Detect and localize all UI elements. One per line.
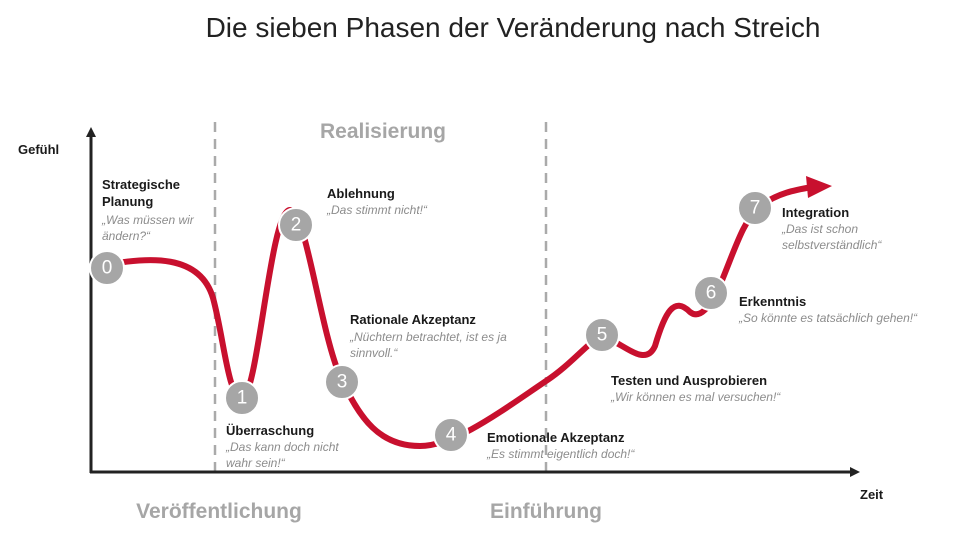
section-label: Einführung (490, 500, 602, 523)
title: Die sieben Phasen der Veränderung nach S… (205, 12, 821, 43)
section-label: Realisierung (319, 120, 447, 143)
phase-name: Rationale Akzeptanz (350, 312, 476, 327)
phase-number: 3 (337, 372, 348, 393)
phase-quote: „Nüchtern betrachtet, ist es ja sinnvoll… (350, 330, 507, 360)
phase-number: 7 (750, 198, 761, 219)
phase-quote: „Wir können es mal versuchen!“ (611, 390, 781, 404)
section-label: Veröffentlichung (136, 500, 302, 523)
x-axis-label: Zeit (860, 487, 884, 502)
phase-name: Überraschung (226, 423, 315, 438)
phase-name: Strategische Planung (102, 177, 181, 209)
phase-quote: „Das kann doch nicht wahr sein!“ (226, 440, 339, 470)
phase-name: Ablehnung (327, 186, 395, 201)
phase-marker: 0 (89, 250, 125, 286)
curve-arrowhead (806, 176, 832, 198)
phase-number: 2 (291, 215, 302, 236)
phase-number: 0 (102, 258, 113, 279)
phase-name: Emotionale Akzeptanz (487, 430, 625, 445)
phase-name: Erkenntnis (739, 294, 807, 309)
phase-marker: 6 (693, 275, 729, 311)
phase-quote: „Es stimmt eigentlich doch!“ (487, 447, 635, 461)
phase-marker: 7 (737, 190, 773, 226)
phase-quote: „Das ist schon selbstverständlich“ (782, 222, 882, 252)
phase-quote: „Was müssen wir ändern?“ (102, 213, 194, 243)
phase-marker: 5 (584, 317, 620, 353)
phase-quote: „Das stimmt nicht!“ (327, 203, 428, 217)
phase-name: Integration (782, 205, 850, 220)
phase-number: 5 (597, 325, 608, 346)
phase-number: 6 (706, 283, 717, 304)
phase-marker: 3 (324, 364, 360, 400)
phase-number: 4 (446, 425, 457, 446)
phase-number: 1 (237, 388, 248, 409)
y-axis-label: Gefühl (18, 142, 60, 157)
phase-marker: 4 (433, 417, 469, 453)
phase-marker: 2 (278, 207, 314, 243)
phase-marker: 1 (224, 380, 260, 416)
phase-name: Testen und Ausprobieren (611, 373, 768, 388)
phase-quote: „So könnte es tatsächlich gehen!“ (739, 311, 918, 325)
